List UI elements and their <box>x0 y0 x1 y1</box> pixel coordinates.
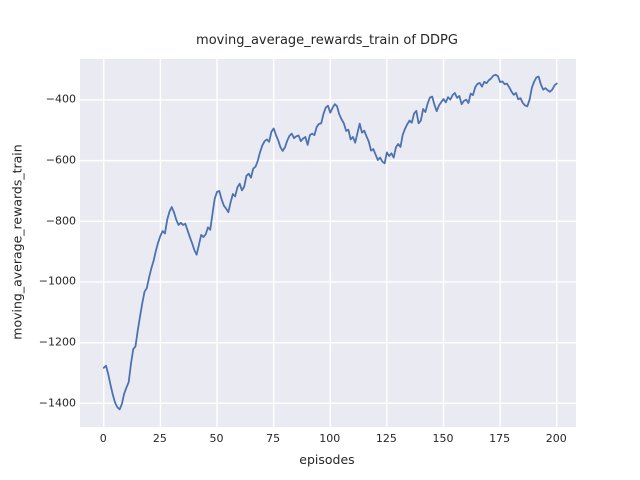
x-tick-label: 200 <box>545 432 567 445</box>
x-tick-label: 175 <box>489 432 511 445</box>
x-tick-label: 50 <box>209 432 224 445</box>
plot-svg <box>79 58 576 427</box>
data-line-layer <box>102 73 558 410</box>
x-tick-label: 125 <box>375 432 397 445</box>
gridlines <box>79 58 576 427</box>
plot-area <box>79 58 576 427</box>
y-tick-label: −1200 <box>38 335 76 349</box>
y-tick-label: −1400 <box>38 396 76 410</box>
x-axis-label: episodes <box>299 452 355 467</box>
y-tick-label: −800 <box>45 214 76 228</box>
y-tick-label: −600 <box>45 153 76 167</box>
x-tick-label: 150 <box>432 432 454 445</box>
y-axis-label: moving_average_rewards_train <box>9 144 25 340</box>
x-tick-label: 75 <box>266 432 281 445</box>
x-tick-label: 0 <box>99 432 107 445</box>
x-tick-label: 100 <box>319 432 341 445</box>
y-tick-label: −1000 <box>38 274 76 288</box>
chart-title: moving_average_rewards_train of DDPG <box>196 33 458 48</box>
x-tick-label: 25 <box>152 432 167 445</box>
y-tick-label: −400 <box>45 92 76 106</box>
data-line <box>102 73 558 410</box>
